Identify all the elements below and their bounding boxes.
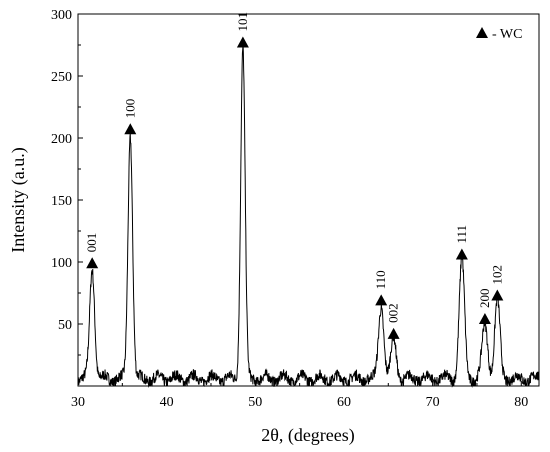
- legend-label: - WC: [492, 27, 522, 42]
- plot-frame: [77, 13, 540, 387]
- diffraction-trace: [77, 44, 540, 388]
- x-tick-label: 80: [514, 395, 528, 410]
- peak-triangle-icon: [375, 294, 388, 306]
- peak-label: 002: [386, 303, 401, 323]
- x-tick-label: 60: [337, 395, 351, 410]
- x-axis: 30 40 50 60 70 80: [71, 381, 528, 410]
- x-tick-label: 30: [71, 395, 85, 410]
- peak-annotations: 001 100 101 110 002 111 200 102: [84, 12, 504, 339]
- peak-triangle-icon: [124, 123, 137, 135]
- peak-triangle-icon: [86, 257, 99, 269]
- y-axis: 50 100 150 200 250 300: [51, 8, 83, 356]
- x-tick-label: 70: [426, 395, 440, 410]
- peak-label: 102: [489, 265, 504, 285]
- peak-triangle-icon: [455, 248, 468, 260]
- y-tick-label: 200: [51, 132, 72, 147]
- peak-triangle-icon: [387, 327, 400, 339]
- peak-triangle-icon: [478, 313, 491, 324]
- y-tick-label: 150: [51, 194, 72, 209]
- peak-triangle-icon: [491, 289, 504, 301]
- peak-label: 111: [454, 225, 469, 244]
- x-tick-label: 50: [248, 395, 262, 410]
- x-axis-title: 2θ, (degrees): [261, 425, 355, 446]
- peak-triangle-icon: [236, 36, 249, 48]
- peak-label: 110: [373, 270, 388, 289]
- peak-label: 001: [84, 233, 99, 253]
- peak-label: 200: [477, 289, 492, 309]
- legend: - WC: [476, 27, 522, 42]
- y-tick-label: 250: [51, 70, 72, 85]
- y-tick-label: 300: [51, 8, 72, 23]
- peak-label: 100: [122, 99, 137, 119]
- peak-label: 101: [235, 12, 250, 32]
- legend-triangle-icon: [476, 27, 488, 38]
- y-tick-label: 100: [51, 256, 72, 271]
- y-axis-title: Intensity (a.u.): [8, 147, 29, 252]
- x-tick-label: 40: [160, 395, 174, 410]
- y-tick-label: 50: [58, 318, 72, 333]
